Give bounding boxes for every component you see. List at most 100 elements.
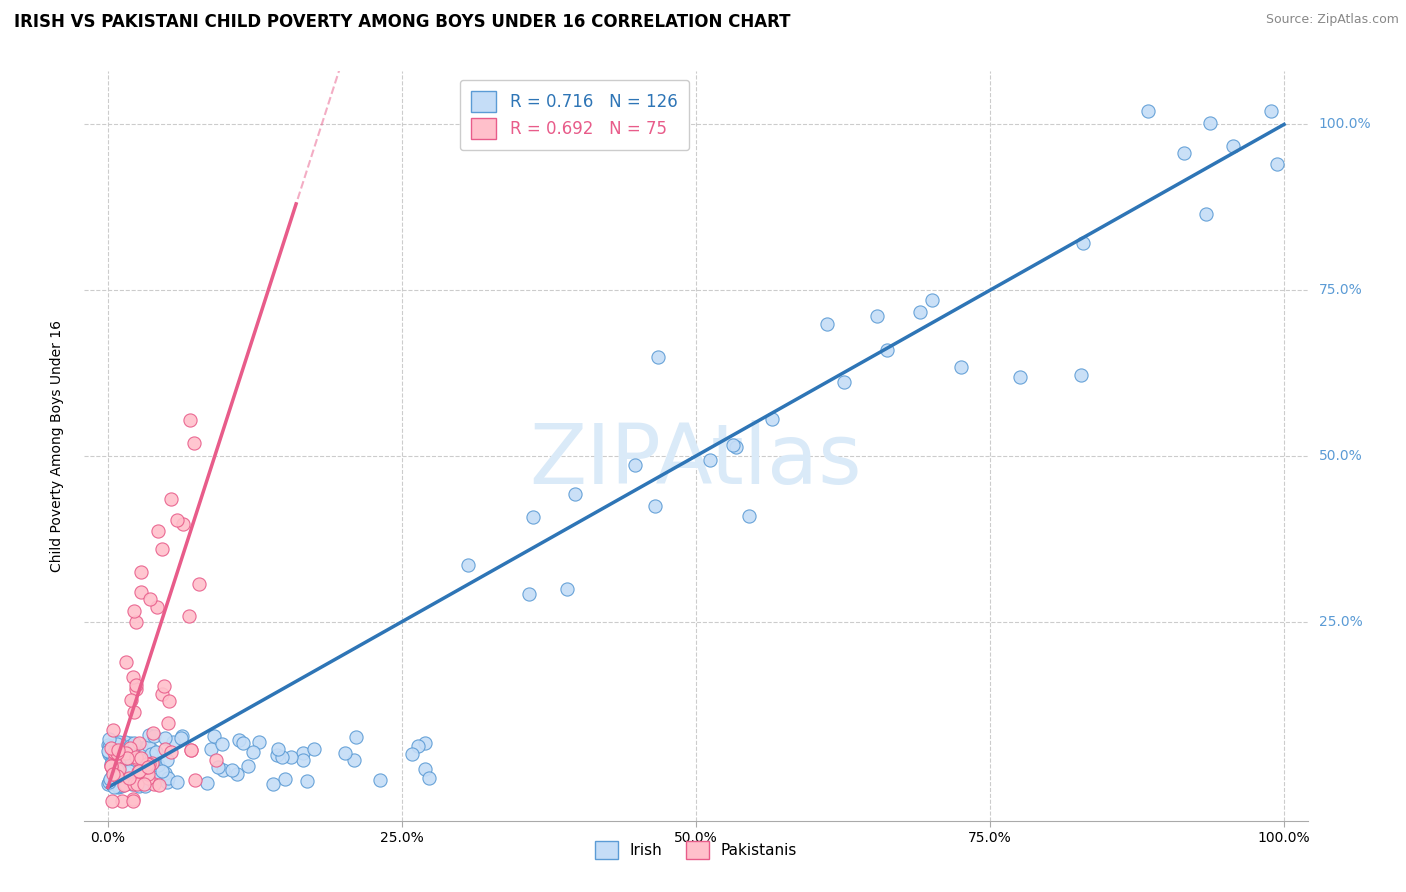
- Point: [98, 732, 121, 747]
- Point: [101, 763, 124, 777]
- Point: [141, 756, 163, 771]
- Point: [832, 375, 855, 389]
- Point: [98, 774, 121, 789]
- Point: [188, 577, 211, 591]
- Point: [146, 524, 169, 539]
- Point: [114, 655, 136, 669]
- Point: [107, 764, 129, 779]
- Point: [564, 487, 586, 501]
- Point: [114, 753, 136, 767]
- Point: [401, 747, 423, 761]
- Point: [221, 763, 243, 777]
- Point: [118, 741, 141, 756]
- Point: [129, 741, 152, 756]
- Point: [128, 764, 150, 779]
- Point: [111, 773, 134, 788]
- Point: [142, 725, 165, 739]
- Point: [122, 604, 145, 618]
- Point: [122, 791, 145, 805]
- Text: ZIPAtlas: ZIPAtlas: [530, 420, 862, 501]
- Point: [370, 772, 392, 787]
- Point: [105, 751, 128, 765]
- Point: [138, 728, 160, 742]
- Point: [273, 772, 295, 786]
- Point: [118, 764, 141, 778]
- Point: [124, 749, 146, 764]
- Point: [142, 777, 165, 791]
- Point: [120, 739, 142, 754]
- Point: [104, 747, 127, 761]
- Point: [136, 767, 159, 781]
- Point: [128, 779, 150, 793]
- Point: [120, 692, 142, 706]
- Point: [180, 743, 202, 757]
- Point: [155, 742, 177, 756]
- Point: [153, 679, 176, 693]
- Point: [644, 499, 666, 513]
- Point: [197, 775, 219, 789]
- Point: [97, 738, 120, 752]
- Point: [647, 350, 669, 364]
- Point: [97, 777, 120, 791]
- Point: [555, 582, 578, 597]
- Point: [302, 742, 325, 756]
- Point: [145, 745, 167, 759]
- Point: [291, 753, 314, 767]
- Point: [156, 716, 179, 731]
- Point: [122, 705, 145, 719]
- Point: [107, 780, 129, 795]
- Point: [262, 777, 284, 791]
- Point: [343, 753, 366, 767]
- Point: [132, 777, 155, 791]
- Point: [166, 513, 188, 527]
- Point: [114, 735, 136, 749]
- Point: [127, 777, 149, 791]
- Point: [136, 738, 159, 752]
- Point: [344, 730, 367, 744]
- Text: 100.0%: 100.0%: [1319, 118, 1371, 131]
- Point: [97, 744, 120, 758]
- Point: [110, 746, 132, 760]
- Point: [131, 763, 153, 777]
- Point: [146, 600, 169, 615]
- Point: [121, 777, 143, 791]
- Point: [153, 731, 176, 745]
- Point: [131, 584, 153, 599]
- Point: [118, 771, 141, 785]
- Point: [170, 731, 193, 746]
- Point: [179, 413, 201, 427]
- Point: [200, 742, 222, 756]
- Point: [125, 681, 148, 696]
- Point: [295, 774, 318, 789]
- Point: [107, 756, 129, 771]
- Point: [139, 741, 162, 756]
- Point: [108, 772, 131, 786]
- Point: [122, 736, 145, 750]
- Point: [202, 729, 225, 743]
- Point: [172, 517, 194, 532]
- Point: [122, 670, 145, 684]
- Point: [270, 750, 292, 764]
- Point: [129, 765, 152, 780]
- Point: [124, 756, 146, 770]
- Point: [921, 293, 943, 307]
- Point: [228, 732, 250, 747]
- Point: [1173, 146, 1195, 161]
- Point: [148, 778, 170, 792]
- Point: [114, 747, 136, 761]
- Point: [138, 757, 160, 772]
- Point: [100, 740, 122, 755]
- Point: [100, 758, 122, 772]
- Point: [177, 609, 200, 624]
- Point: [721, 438, 744, 452]
- Point: [1070, 368, 1092, 382]
- Point: [211, 737, 233, 751]
- Point: [121, 742, 143, 756]
- Point: [120, 741, 142, 756]
- Point: [1265, 157, 1288, 171]
- Point: [98, 745, 121, 759]
- Point: [108, 735, 131, 749]
- Point: [138, 592, 160, 607]
- Point: [815, 318, 838, 332]
- Point: [415, 762, 437, 776]
